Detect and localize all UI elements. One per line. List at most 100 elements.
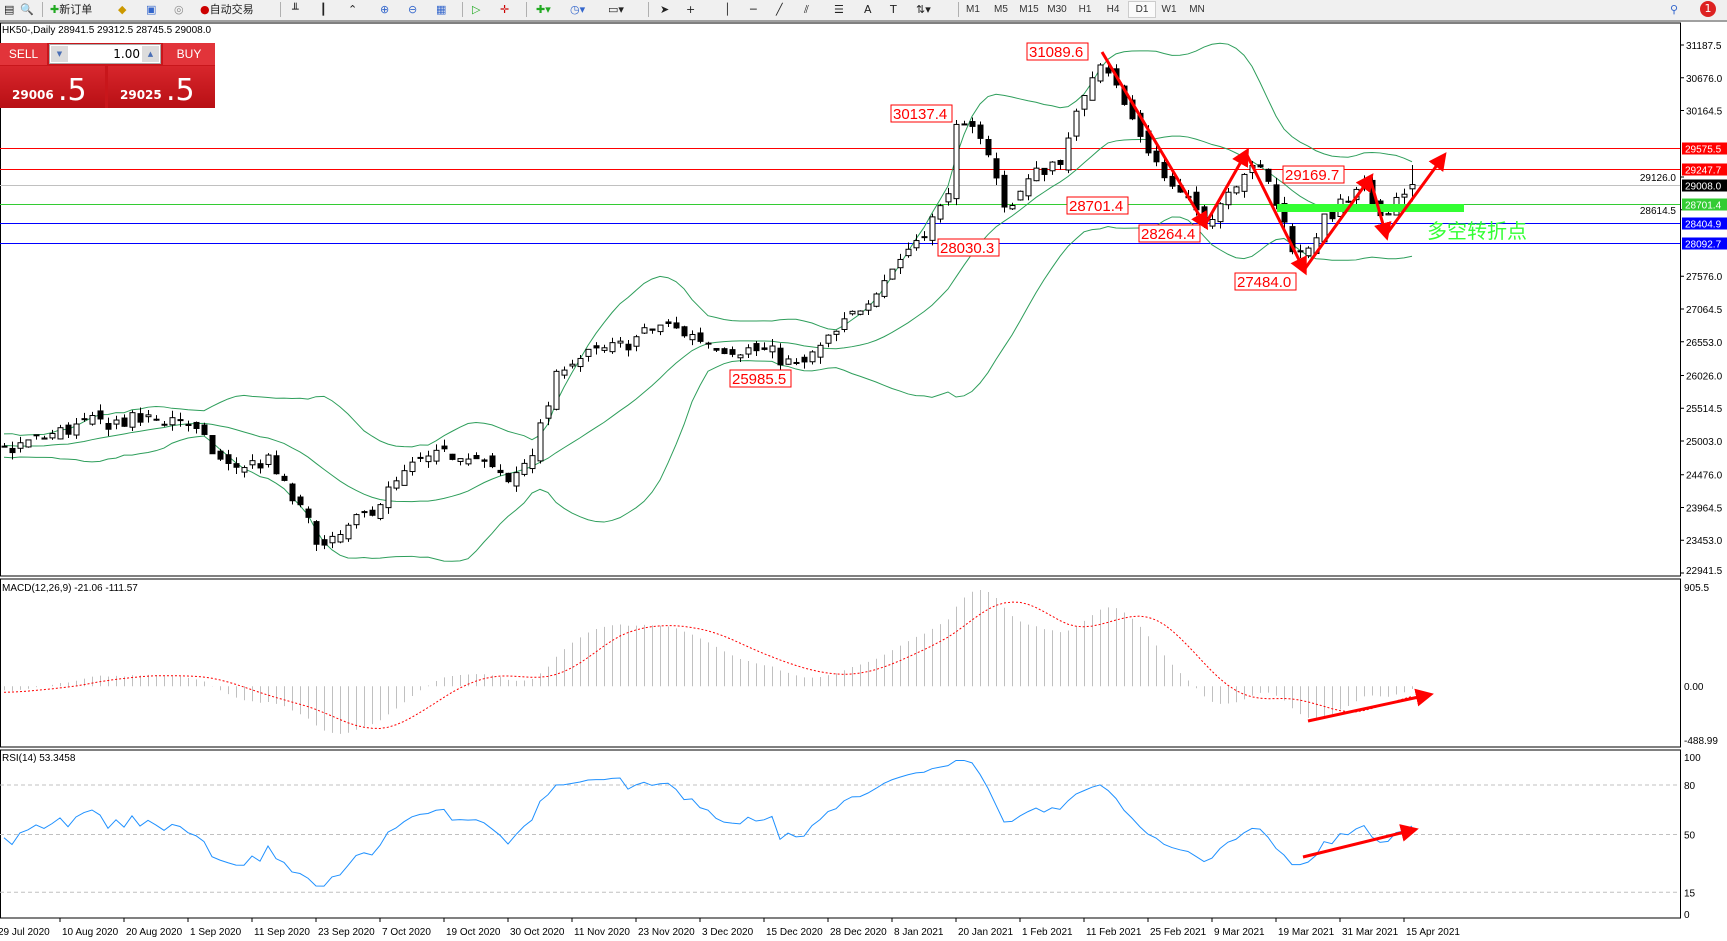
timeframe-m1[interactable]: M1: [966, 4, 980, 15]
candle-bull: [889, 268, 896, 280]
templates-icon[interactable]: ▭▾: [608, 3, 624, 16]
candle-bear: [1257, 164, 1264, 168]
date-axis-label: 23 Nov 2020: [638, 927, 695, 938]
chart-shift-icon[interactable]: ✛: [500, 3, 510, 16]
candle-bull: [817, 344, 824, 358]
equidistant-channel-icon[interactable]: ⫽: [804, 3, 809, 16]
timeframe-mn[interactable]: MN: [1189, 4, 1205, 15]
tile-windows-icon[interactable]: ▦: [436, 3, 447, 16]
candle-bull: [1233, 186, 1240, 194]
candle-bull: [385, 486, 392, 509]
periods-icon[interactable]: ◷▾: [570, 3, 586, 16]
candlestick-icon[interactable]: ┃: [320, 3, 327, 16]
bar-chart-icon[interactable]: ╨: [292, 3, 299, 16]
cursor-icon[interactable]: ➤: [660, 3, 670, 16]
timeframe-w1[interactable]: W1: [1161, 4, 1177, 15]
candle-bear: [1281, 203, 1288, 223]
candle-bull: [89, 415, 96, 425]
text-label-icon[interactable]: T: [890, 3, 897, 16]
new-order-icon: ✚: [50, 3, 60, 16]
candle-bear: [97, 410, 104, 420]
volume-stepper[interactable]: ▼ 1.00 ▲: [49, 44, 161, 64]
candle-bear: [33, 434, 40, 437]
candle-bull: [401, 470, 408, 486]
timeframe-m5[interactable]: M5: [994, 4, 1008, 15]
date-axis-label: 19 Mar 2021: [1278, 927, 1335, 938]
date-axis-label: 15 Apr 2021: [1406, 927, 1460, 938]
timeframe-m15[interactable]: M15: [1019, 4, 1039, 15]
candle-bear: [1169, 175, 1176, 187]
market-watch-icon[interactable]: ◆: [118, 3, 127, 16]
zoom-in-icon[interactable]: ⊕: [380, 3, 390, 16]
signals-icon[interactable]: ◎: [174, 3, 184, 16]
fibonacci-icon[interactable]: ☰: [834, 3, 844, 16]
candle-bull: [1009, 205, 1016, 210]
candle-bull: [17, 442, 24, 449]
line-chart-icon[interactable]: ⌃: [348, 3, 358, 16]
rsi-axis-label: 100: [1684, 753, 1701, 764]
new-order-label: 新订单: [59, 3, 93, 16]
candle-bear: [697, 332, 704, 342]
trendline-icon[interactable]: ╱: [776, 3, 783, 16]
candle-bull: [1409, 184, 1416, 190]
candle-bear: [1153, 150, 1160, 163]
candle-bull: [929, 216, 936, 241]
indicators-icon[interactable]: ✚▾: [536, 3, 551, 16]
notification-badge[interactable]: 1: [1700, 1, 1716, 17]
timeframe-m30[interactable]: M30: [1047, 4, 1067, 15]
pivot-green-bar: [1277, 204, 1464, 212]
buy-price-box[interactable]: 29025 .5: [108, 66, 215, 108]
candle-bear: [369, 509, 376, 516]
date-axis-label: 11 Sep 2020: [254, 927, 310, 938]
price-line-tag: [1682, 198, 1727, 211]
sell-button[interactable]: SELL: [0, 43, 47, 65]
timeframe-h4[interactable]: H4: [1106, 4, 1120, 15]
candle-bear: [217, 450, 224, 460]
candle-bear: [233, 463, 240, 468]
new-order-button[interactable]: ✚新订单: [50, 1, 92, 18]
candle-bull: [433, 449, 440, 462]
candle-bull: [1241, 173, 1248, 192]
horizontal-line-icon[interactable]: ─: [750, 3, 757, 16]
candle-bull: [329, 535, 336, 544]
candle-bear: [137, 413, 144, 423]
search-icon[interactable]: ⚲: [1670, 3, 1679, 16]
candle-bear: [625, 343, 632, 351]
text-icon[interactable]: A: [864, 3, 872, 16]
candle-bear: [777, 347, 784, 366]
candle-bull: [465, 458, 472, 465]
candle-bear: [481, 459, 488, 462]
candle-bull: [1209, 218, 1216, 227]
candle-bull: [585, 348, 592, 357]
candle-bear: [593, 345, 600, 349]
auto-trading-button[interactable]: ●自动交易: [200, 1, 254, 18]
chart-window-icon[interactable]: ▤: [4, 3, 15, 16]
timeframe-d1[interactable]: D1: [1128, 1, 1156, 18]
price-annotation-box: [729, 369, 792, 388]
price-axis-label: 22941.5: [1686, 566, 1723, 577]
candle-bull: [769, 345, 776, 353]
volume-up-icon[interactable]: ▲: [142, 46, 159, 62]
zoom-window-icon[interactable]: 🔍: [20, 3, 34, 16]
sell-price-box[interactable]: 29006 .5: [0, 66, 105, 108]
timeframe-h1[interactable]: H1: [1078, 4, 1092, 15]
crosshair-icon[interactable]: +: [686, 3, 696, 16]
zoom-out-icon[interactable]: ⊖: [408, 3, 418, 16]
candle-bear: [417, 456, 424, 459]
auto-trading-label: 自动交易: [209, 3, 254, 16]
rsi-label: RSI(14) 53.3458: [2, 753, 76, 764]
autoscroll-icon[interactable]: ▷: [472, 3, 481, 16]
navigator-icon[interactable]: ▣: [146, 3, 157, 16]
candle-bear: [193, 421, 200, 429]
arrows-icon[interactable]: ⇅▾: [916, 3, 931, 16]
rsi-divergence-arrow: [1302, 824, 1419, 859]
candle-bull: [937, 205, 944, 220]
candle-bull: [513, 472, 520, 487]
price-annotation: 28264.4: [1141, 226, 1195, 243]
volume-input[interactable]: 1.00: [113, 47, 140, 61]
buy-button[interactable]: BUY: [163, 43, 215, 65]
candle-bull: [1345, 200, 1352, 203]
volume-down-icon[interactable]: ▼: [51, 46, 68, 62]
vertical-line-icon[interactable]: │: [724, 3, 731, 16]
